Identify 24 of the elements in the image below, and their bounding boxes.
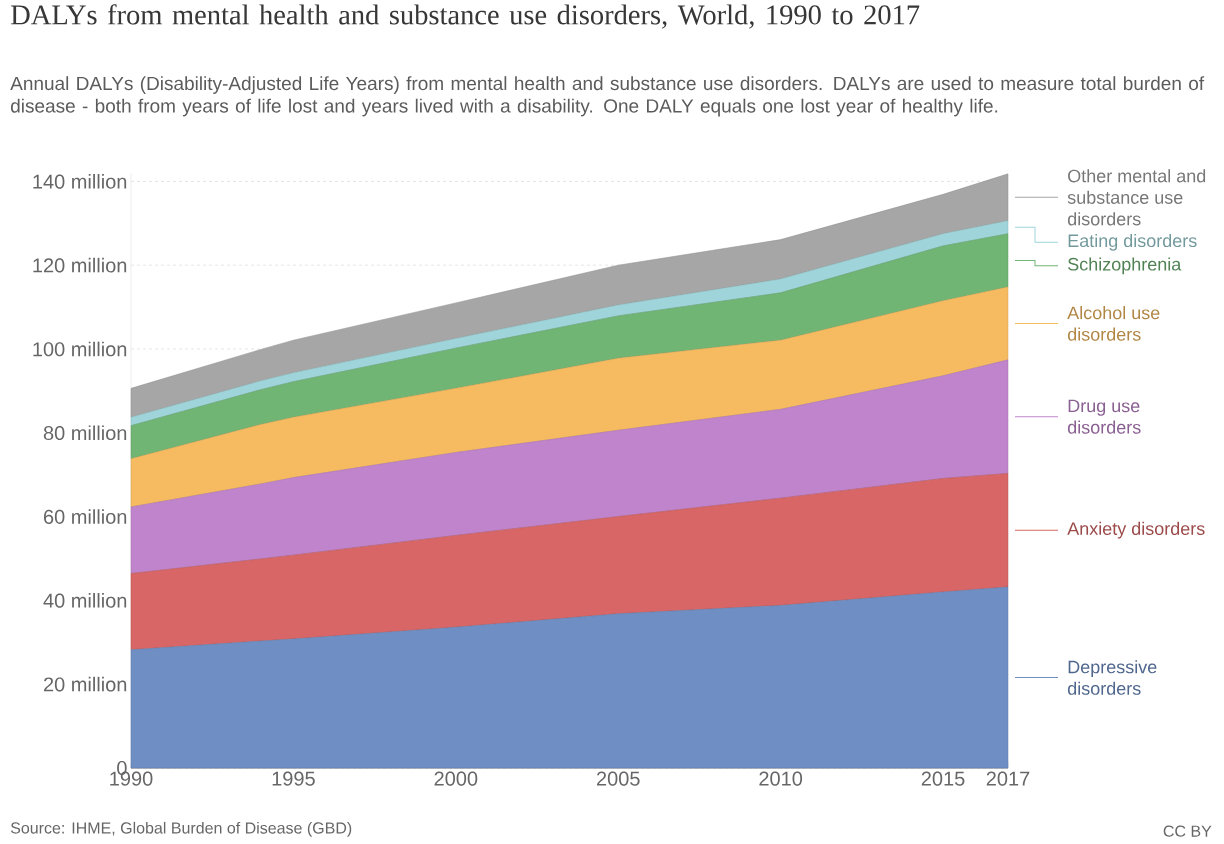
chart-subtitle: Annual DALYs (Disability-Adjusted Life Years) from mental health and substance use disorders. DALYs are used to measure total burden of disease - both from years of life lost and years lived with a disability. One DALY equals one lost year of healthy life.	[10, 76, 1205, 117]
y-tick-label: 40 million	[43, 593, 127, 608]
y-tick-label: 20 million	[43, 676, 127, 692]
legend-label: Schizophrenia	[1068, 257, 1182, 275]
x-tick-label: 2005	[596, 771, 640, 786]
text: CC BY	[1163, 825, 1212, 837]
source-note: Source: IHME, Global Burden of Disease (GBD)	[10, 821, 352, 837]
x-tick-label: 2015	[921, 771, 965, 786]
y-tick-label: 100 million	[33, 341, 127, 357]
y-tick-label: 140 million	[33, 174, 127, 189]
x-tick-label: 1995	[272, 771, 315, 786]
legend-label: Alcohol use disorders	[1067, 306, 1160, 341]
text: Depressive disorders	[1067, 660, 1157, 695]
y-tick-label: 80 million	[43, 425, 127, 441]
chart-title: DALYs from mental health and substance use disorders, World, 1990 to 2017	[11, 4, 920, 29]
x-tick-label: 2017	[986, 771, 1030, 786]
x-tick-label: 2010	[759, 771, 803, 786]
legend-label: Anxiety disorders	[1067, 521, 1205, 539]
legend-label: Drug use disorders	[1067, 399, 1141, 434]
legend-label: Other mental and substance use disorders	[1067, 169, 1206, 226]
y-tick-label: 120 million	[33, 257, 127, 273]
x-tick-label: 2000	[434, 771, 478, 786]
y-tick-label: 60 million	[44, 509, 127, 524]
legend-label: Eating disorders	[1068, 233, 1197, 251]
